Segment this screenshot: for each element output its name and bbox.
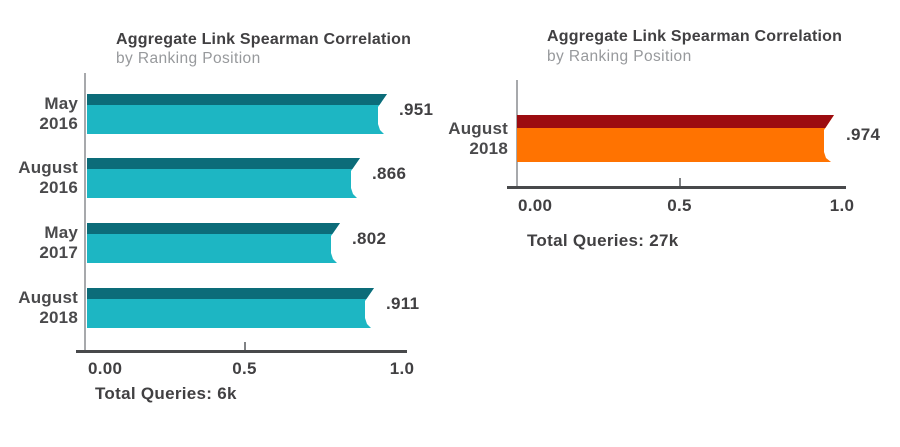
y-axis-line <box>84 73 86 352</box>
bar-august-2018 <box>517 115 834 162</box>
total-queries-label: Total Queries: 27k <box>527 231 679 250</box>
x-tick-label: 0.00 <box>88 359 123 378</box>
x-tick-label: 1.0 <box>829 196 855 215</box>
value-label: .911 <box>386 294 420 313</box>
category-label: May 2017 <box>39 223 78 262</box>
bar-top-band <box>87 288 374 299</box>
x-axis-line <box>507 186 846 189</box>
bar-top-band <box>517 115 834 128</box>
x-tick-mark <box>243 342 246 350</box>
value-label: .866 <box>372 164 407 183</box>
x-tick-label: 1.0 <box>389 359 415 378</box>
chart-title: Aggregate Link Spearman Correlation <box>116 31 412 48</box>
category-label: August 2016 <box>18 158 78 197</box>
value-label: .951 <box>399 100 434 119</box>
bar-top-band <box>87 223 340 234</box>
x-axis-line <box>76 350 407 353</box>
bar-august-2016 <box>87 158 360 198</box>
x-tick-label: 0.00 <box>518 196 553 215</box>
chart-panel-current: Aggregate Link Spearman Correlation by R… <box>448 0 900 447</box>
bar-top-band <box>87 158 360 169</box>
value-label: .974 <box>846 124 881 144</box>
x-tick-label: 0.5 <box>667 196 692 215</box>
category-label: August 2018 <box>448 118 508 158</box>
chart-panel-history: Aggregate Link Spearman Correlation by R… <box>18 31 434 403</box>
bar-may-2016 <box>87 94 387 134</box>
category-label: August 2018 <box>18 288 78 327</box>
bar-may-2017 <box>87 223 340 263</box>
x-tick-mark <box>678 178 681 186</box>
category-label: May 2016 <box>39 94 78 133</box>
chart-title: Aggregate Link Spearman Correlation <box>547 28 843 45</box>
bar-august-2018 <box>87 288 374 328</box>
bar-top-band <box>87 94 387 105</box>
x-tick-label: 0.5 <box>232 359 257 378</box>
value-label: .802 <box>352 229 387 248</box>
chart-subtitle: by Ranking Position <box>547 48 692 65</box>
total-queries-label: Total Queries: 6k <box>95 384 237 403</box>
chart-subtitle: by Ranking Position <box>116 50 261 67</box>
